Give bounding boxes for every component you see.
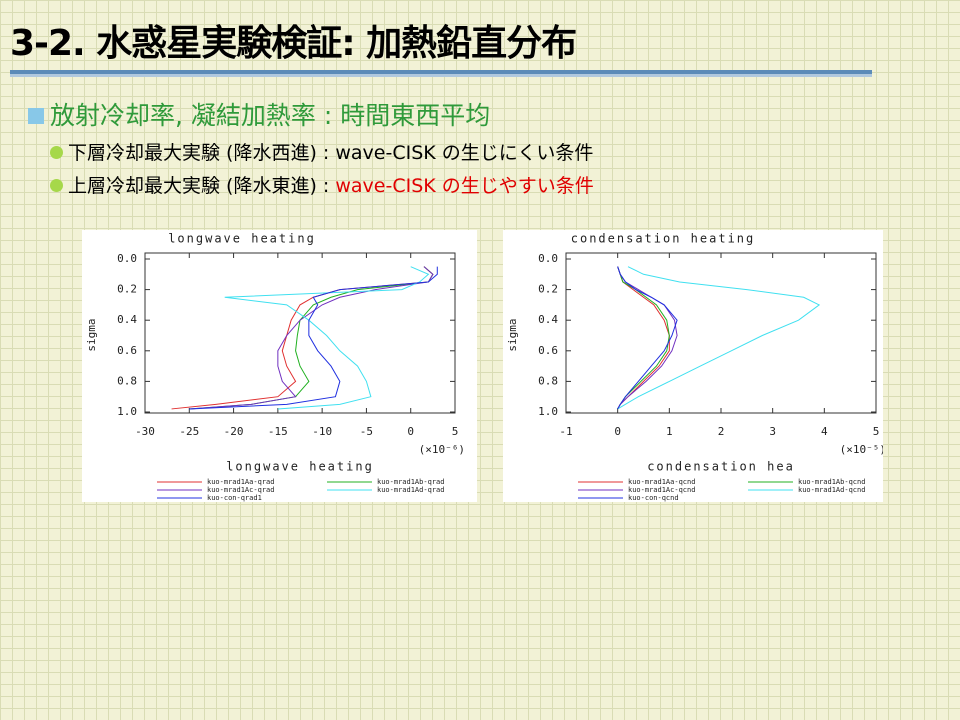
- x-tick-label: -1: [559, 425, 572, 438]
- slide-title: 3-2. 水惑星実験検証: 加熱鉛直分布: [10, 23, 577, 64]
- y-axis-label: sigma: [506, 318, 519, 351]
- x-tick-label: 1: [666, 425, 673, 438]
- chart-title: condensation heating: [571, 232, 756, 246]
- x-tick-label: 4: [821, 425, 828, 438]
- axis-multiplier: (×10⁻⁶): [419, 443, 465, 456]
- y-tick-label: 0.2: [117, 283, 137, 296]
- y-tick-label: 0.6: [117, 344, 137, 357]
- x-axis-label: condensation hea: [647, 460, 795, 474]
- x-tick-label: -20: [224, 425, 244, 438]
- x-tick-label: -30: [135, 425, 155, 438]
- x-tick-label: -5: [360, 425, 373, 438]
- x-tick-label: 0: [614, 425, 621, 438]
- y-tick-label: 0.2: [538, 283, 558, 296]
- bullet-square: [28, 108, 44, 124]
- chart-title: longwave heating: [168, 232, 316, 246]
- bullet-item: 下層冷却最大実験 (降水西進) : wave-CISK の生じにくい条件: [50, 138, 593, 165]
- y-tick-label: 1.0: [538, 405, 558, 418]
- y-tick-label: 0.8: [538, 374, 558, 387]
- series-line: [189, 266, 434, 410]
- bullet-dot: [50, 179, 63, 192]
- x-tick-label: 3: [769, 425, 776, 438]
- series-line: [189, 266, 434, 410]
- title-bar: [10, 70, 872, 77]
- y-tick-label: 0.4: [117, 313, 137, 326]
- series-line: [617, 266, 678, 410]
- bullet-item: 上層冷却最大実験 (降水東進) : wave-CISK の生じやすい条件: [50, 171, 594, 198]
- series-line: [189, 266, 438, 410]
- bullet-dot: [50, 146, 63, 159]
- x-tick-label: -10: [312, 425, 332, 438]
- heading: 放射冷却率, 凝結加熱率 : 時間東西平均: [28, 96, 490, 132]
- series-line: [617, 266, 670, 410]
- chart: longwave heating 0.0 0.2 0.4 0.6 0.8 1.0 -30 -25…: [82, 230, 477, 502]
- series-line: [617, 266, 670, 410]
- legend-label: kuo-mrad1Ab-qcnd: [798, 478, 865, 486]
- series-line: [171, 266, 434, 410]
- heading-text: 放射冷却率, 凝結加熱率 : 時間東西平均: [50, 101, 491, 130]
- series-line: [224, 266, 430, 410]
- x-tick-label: -25: [179, 425, 199, 438]
- item-text: 下層冷却最大実験 (降水西進) :: [68, 142, 336, 164]
- axis-multiplier: (×10⁻⁵): [840, 443, 883, 456]
- y-axis-label: sigma: [85, 318, 98, 351]
- x-tick-label: 0: [407, 425, 414, 438]
- legend-label: kuo-mrad1Ad-qrad: [377, 486, 444, 494]
- series-line: [617, 266, 678, 410]
- y-tick-label: 0.4: [538, 313, 558, 326]
- x-tick-label: 5: [452, 425, 459, 438]
- y-tick-label: 0.0: [538, 252, 558, 265]
- x-tick-label: 5: [873, 425, 880, 438]
- y-tick-label: 0.8: [117, 374, 137, 387]
- y-tick-label: 0.0: [117, 252, 137, 265]
- plot-frame: [565, 252, 877, 414]
- y-tick-label: 1.0: [117, 405, 137, 418]
- legend-label: kuo-mrad1Ac-qrad: [207, 486, 274, 494]
- item-text: 上層冷却最大実験 (降水東進) :: [68, 175, 336, 197]
- chart: condensation heating 0.0 0.2 0.4 0.6 0.8 1.0-1…: [503, 230, 883, 502]
- legend-label: kuo-mrad1Aa-qrad: [207, 478, 274, 486]
- item-text: wave-CISK の生じにくい条件: [335, 142, 594, 164]
- y-tick-label: 0.6: [538, 344, 558, 357]
- legend-label: kuo-mrad1Ad-qcnd: [798, 486, 865, 494]
- legend-label: kuo-mrad1Aa-qcnd: [628, 478, 695, 486]
- legend-label: kuo-mrad1Ac-qcnd: [628, 486, 695, 494]
- x-axis-label: longwave heating: [226, 460, 374, 474]
- series-line: [617, 266, 821, 410]
- x-tick-label: 2: [718, 425, 725, 438]
- legend-label: kuo-mrad1Ab-qrad: [377, 478, 444, 486]
- item-text: wave-CISK の生じやすい条件: [335, 175, 594, 197]
- legend-label: kuo-con-qrad1: [207, 494, 262, 502]
- legend-label: kuo-con-qcnd: [628, 494, 679, 502]
- plot-frame: [144, 252, 456, 414]
- x-tick-label: -15: [268, 425, 288, 438]
